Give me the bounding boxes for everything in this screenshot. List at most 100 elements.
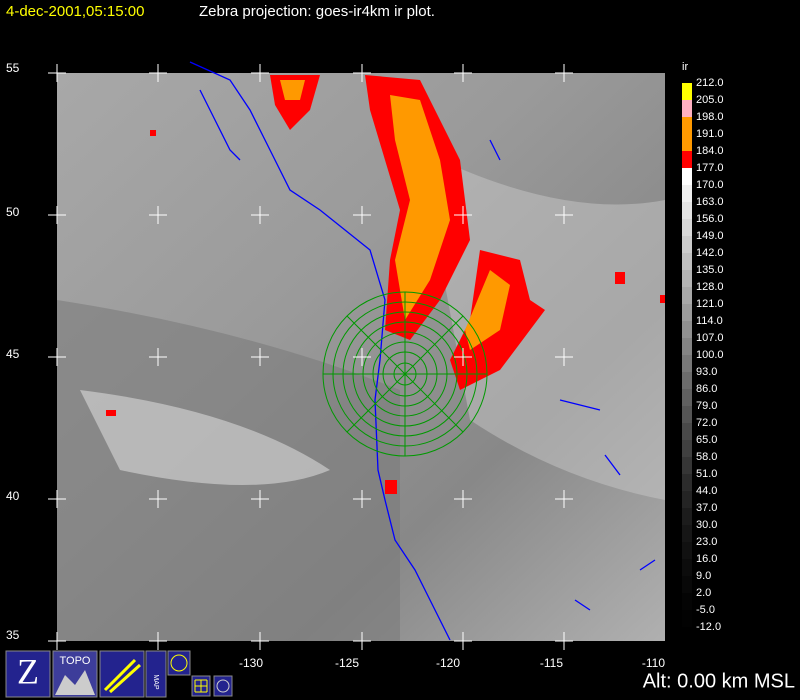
- colorbar: 212.0 205.0 198.0 191.0 184.0 177.0 170.0 163.0…: [682, 77, 724, 633]
- toolbar: Z TOPO MAP: [5, 650, 233, 698]
- grid-cross: [555, 64, 573, 82]
- colorbar-tick-label: 163.0: [696, 196, 724, 208]
- colorbar-swatch: [682, 559, 692, 576]
- grid-cross: [353, 64, 371, 82]
- colorbar-swatch: [682, 151, 692, 168]
- grid-cross: [149, 348, 167, 366]
- colorbar-tick-label: 51.0: [696, 468, 717, 480]
- grid-cross: [149, 632, 167, 650]
- colorbar-tick-label: 93.0: [696, 366, 717, 378]
- colorbar-swatch: [682, 185, 692, 202]
- storm-cells: [106, 75, 665, 494]
- grid-cross: [454, 632, 472, 650]
- colorbar-swatch: [682, 457, 692, 474]
- lat-label: 40: [6, 489, 20, 503]
- colorbar-tick-label: 16.0: [696, 553, 717, 565]
- lon-label: -110: [642, 656, 665, 670]
- lat-label: 45: [6, 347, 20, 361]
- grid-cross: [149, 206, 167, 224]
- lat-label: 55: [6, 61, 20, 75]
- map-label: MAP: [152, 674, 159, 690]
- colorbar-tick-label: 23.0: [696, 536, 717, 548]
- colorbar-swatch: [682, 100, 692, 117]
- grid-cross: [48, 348, 66, 366]
- lon-label: -120: [436, 656, 460, 670]
- colorbar-swatch: [682, 508, 692, 525]
- altitude: Alt: 0.00 km MSL: [643, 670, 795, 692]
- grid-cross: [353, 490, 371, 508]
- colorbar-tick-label: 58.0: [696, 451, 717, 463]
- latitude-labels: 55 50 45 40 35: [6, 61, 20, 642]
- grid-cross: [353, 632, 371, 650]
- colorbar-tick-label: 184.0: [696, 145, 724, 157]
- topo-label: TOPO: [60, 655, 91, 667]
- grid-cross: [251, 64, 269, 82]
- colorbar-tick-label: 121.0: [696, 298, 724, 310]
- colorbar-tick-label: 142.0: [696, 247, 724, 259]
- grid-cross: [251, 490, 269, 508]
- grid-cross: [353, 206, 371, 224]
- overlay-button[interactable]: [213, 675, 233, 697]
- colorbar-tick-label: 198.0: [696, 111, 724, 123]
- colorbar-tick-label: 149.0: [696, 230, 724, 242]
- colorbar-swatch: [682, 474, 692, 491]
- zebra-button[interactable]: [5, 650, 51, 698]
- lon-label: -125: [335, 656, 359, 670]
- grid-cross: [149, 490, 167, 508]
- colorbar-tick-label: 44.0: [696, 485, 717, 497]
- grid-cross: [555, 632, 573, 650]
- colorbar-tick-label: 86.0: [696, 383, 717, 395]
- colorbar-tick-label: 212.0: [696, 77, 724, 89]
- colorbar-tick-label: -12.0: [696, 621, 721, 633]
- coastline: [189, 61, 656, 641]
- colorbar-tick-label: -5.0: [696, 604, 715, 616]
- colorbar-swatch: [682, 372, 692, 389]
- colorbar-swatch: [682, 389, 692, 406]
- zebra-icon: Z: [17, 651, 39, 691]
- colorbar-swatch: [682, 202, 692, 219]
- grid-cross: [251, 206, 269, 224]
- colorbar-swatch: [682, 236, 692, 253]
- colorbar-tick-label: 9.0: [696, 570, 711, 582]
- grid-cross: [454, 206, 472, 224]
- graticule: [48, 64, 573, 650]
- colorbar-tick-label: 205.0: [696, 94, 724, 106]
- lon-label: -115: [540, 656, 563, 670]
- colorbar-tick-label: 170.0: [696, 179, 724, 191]
- colorbar-swatch: [682, 542, 692, 559]
- colorbar-tick-label: 37.0: [696, 502, 717, 514]
- colorbar-swatch: [682, 168, 692, 185]
- grid-cross: [454, 64, 472, 82]
- colorbar-swatch: [682, 304, 692, 321]
- colorbar-swatch: [682, 406, 692, 423]
- colorbar-swatch: [682, 610, 692, 627]
- longitude-labels: -130 -125 -120 -115 -110: [239, 656, 665, 670]
- colorbar-tick-label: 177.0: [696, 162, 724, 174]
- map-button[interactable]: [145, 650, 167, 698]
- colorbar-swatch: [682, 287, 692, 304]
- grid-cross: [149, 64, 167, 82]
- colorbar-tick-label: 72.0: [696, 417, 717, 429]
- satellite-image: [48, 61, 665, 650]
- colorbar-tick-label: 2.0: [696, 587, 711, 599]
- colorbar-swatch: [682, 117, 692, 134]
- grid-cross: [48, 64, 66, 82]
- colorbar-swatch: [682, 270, 692, 287]
- grid-cross: [251, 348, 269, 366]
- grid-cross: [454, 348, 472, 366]
- lat-label: 35: [6, 628, 20, 642]
- colorbar-tick-label: 79.0: [696, 400, 717, 412]
- colorbar-swatch: [682, 525, 692, 542]
- grid-cross: [555, 206, 573, 224]
- colorbar-label: ir: [682, 61, 688, 73]
- colorbar-tick-label: 191.0: [696, 128, 724, 140]
- colorbar-tick-label: 30.0: [696, 519, 717, 531]
- grid-cross: [48, 206, 66, 224]
- colorbar-swatch: [682, 440, 692, 457]
- title: Zebra projection: goes-ir4km ir plot.: [199, 3, 435, 20]
- colorbar-tick-label: 128.0: [696, 281, 724, 293]
- colorbar-tick-label: 100.0: [696, 349, 724, 361]
- colorbar-swatch: [682, 593, 692, 610]
- colorbar-tick-label: 156.0: [696, 213, 724, 225]
